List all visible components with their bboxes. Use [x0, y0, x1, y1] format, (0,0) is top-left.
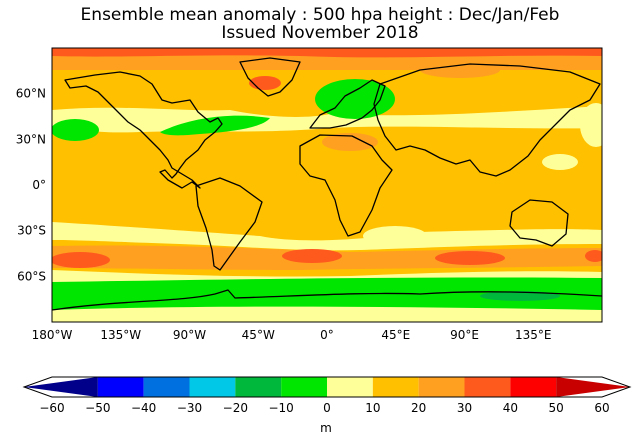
colorbar-segment — [281, 377, 327, 397]
colorbar-segment — [235, 377, 282, 397]
colorbar-tick-label: 10 — [365, 401, 381, 415]
east-south-high — [585, 250, 602, 262]
pale-band-south — [52, 222, 602, 251]
colorbar-segment — [556, 377, 630, 397]
lon-tick-label: 90°E — [450, 328, 479, 342]
map-title: Ensemble mean anomaly : 500 hpa height :… — [80, 5, 560, 25]
coastlines — [52, 57, 602, 311]
lat-tick-label: 60°S — [17, 269, 46, 283]
colorbar-tick-label: 0 — [323, 401, 331, 415]
siberia-orange — [420, 62, 500, 78]
south-atlantic-pale — [363, 226, 427, 246]
lon-tick-label: 45°W — [242, 328, 275, 342]
colorbar-tick-label: 30 — [456, 401, 473, 415]
latitude-ticks: 60°N 30°N 0° 30°S 60°S — [16, 87, 46, 284]
indian-south-high — [435, 251, 505, 265]
lon-tick-label: 135°E — [515, 328, 552, 342]
lat-tick-label: 60°N — [16, 87, 46, 101]
pacific-negative — [52, 119, 99, 141]
colorbar-tick-label: 50 — [548, 401, 564, 415]
anomaly-field — [52, 48, 602, 322]
lon-tick-label: 0° — [320, 328, 334, 342]
colorbar-segment — [510, 377, 557, 397]
lon-tick-label: 90°W — [173, 328, 206, 342]
colorbar-tick-label: −20 — [222, 401, 248, 415]
colorbar-tick-label: 60 — [594, 401, 610, 415]
colorbar-segment — [97, 377, 144, 397]
colorbar-segment — [24, 377, 98, 397]
colorbar-segment — [143, 377, 190, 397]
colorbar-segment — [189, 377, 236, 397]
colorbar-segment — [418, 377, 465, 397]
antarctic-pale — [52, 306, 602, 322]
africa-outline — [299, 134, 393, 237]
south-america-outline — [195, 177, 263, 271]
colorbar-outline — [22, 376, 632, 398]
pacific-south-high — [52, 252, 110, 268]
colorbar-unit: m — [320, 421, 332, 435]
atlantic-negative — [160, 115, 270, 136]
colorbar-segment — [372, 377, 419, 397]
colorbar-segment — [464, 377, 511, 397]
greenland-outline — [239, 57, 301, 97]
lat-tick-label: 30°S — [17, 224, 46, 238]
lat-tick-label: 0° — [32, 178, 46, 192]
colorbar-tick-label: −30 — [176, 401, 203, 415]
colorbar-tick-label: −40 — [130, 401, 157, 415]
pacific-pale — [542, 154, 578, 170]
lon-tick-label: 180°W — [32, 328, 73, 342]
europe-outline — [309, 79, 386, 129]
lon-tick-label: 135°W — [100, 328, 141, 342]
lon-tick-label: 45°E — [381, 328, 410, 342]
colorbar-tick-label: 40 — [502, 401, 518, 415]
colorbar — [22, 376, 632, 398]
colorbar-tick-label: −60 — [39, 401, 65, 415]
longitude-ticks: 180°W 135°W 90°W 45°W 0° 45°E 90°E 135°E — [32, 328, 552, 342]
east-pale — [580, 103, 602, 147]
atlantic-south-high — [282, 249, 342, 263]
map-frame — [51, 47, 603, 323]
colorbar-tick-label: 20 — [411, 401, 427, 415]
band-arctic-high — [52, 48, 602, 58]
australia-outline — [509, 199, 569, 247]
colorbar-tick-label: −10 — [268, 401, 294, 415]
lat-tick-label: 30°N — [16, 132, 46, 146]
colorbar-tick-label: −50 — [85, 401, 111, 415]
north-america-outline — [64, 71, 223, 189]
asia-outline — [373, 63, 601, 177]
colorbar-segment — [327, 377, 373, 397]
antarctica-outline — [52, 289, 602, 311]
map-subtitle: Issued November 2018 — [221, 23, 419, 43]
sahara-orange — [322, 133, 378, 151]
